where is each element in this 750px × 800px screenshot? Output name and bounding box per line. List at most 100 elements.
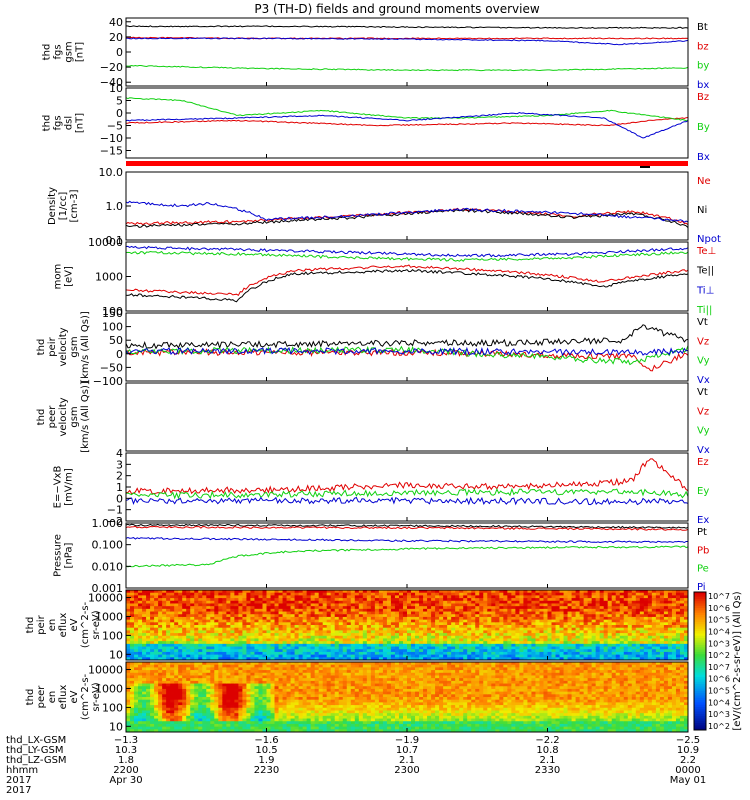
heatmap-cell [503, 638, 508, 642]
heatmap-cell [523, 630, 528, 634]
heatmap-cell [435, 606, 440, 610]
heatmap-cell [370, 598, 376, 602]
heatmap-cell [491, 641, 496, 645]
heatmap-cell [158, 710, 163, 714]
heatmap-cell [258, 702, 263, 706]
heatmap-cell [467, 630, 472, 634]
heatmap-cell [182, 598, 187, 602]
heatmap-cell [258, 667, 263, 671]
heatmap-cell [294, 705, 300, 709]
legend-label: Pe [697, 564, 709, 575]
heatmap-cell [170, 718, 175, 722]
heatmap-cell [138, 625, 143, 629]
heatmap-cell [318, 630, 324, 634]
heatmap-cell [571, 608, 577, 613]
heatmap-cell [407, 638, 412, 642]
heatmap-cell [250, 611, 255, 615]
heatmap-cell [443, 651, 448, 656]
heatmap-cell [511, 651, 516, 656]
heatmap-cell [362, 646, 368, 650]
heatmap-cell [627, 614, 633, 618]
heatmap-cell [523, 638, 528, 642]
heatmap-cell [174, 670, 179, 674]
y-tick-label: −2 [107, 515, 123, 528]
heatmap-cell [451, 630, 456, 634]
heatmap-cell [491, 657, 496, 661]
heatmap-cell [282, 694, 288, 698]
heatmap-cell [671, 595, 677, 599]
heatmap-cell [286, 654, 292, 658]
heatmap-cell [551, 598, 557, 602]
heatmap-cell [218, 633, 223, 637]
heatmap-cell [314, 654, 320, 658]
heatmap-cell [374, 600, 380, 604]
heatmap-cell [306, 595, 312, 599]
heatmap-cell [158, 662, 163, 666]
heatmap-cell [158, 718, 163, 722]
heatmap-cell [390, 600, 396, 604]
heatmap-cell [270, 710, 276, 714]
heatmap-cell [342, 654, 348, 658]
heatmap-cell [467, 633, 472, 637]
heatmap-cell [411, 633, 416, 637]
heatmap-cell [158, 697, 163, 701]
heatmap-cell [194, 683, 199, 687]
heatmap-cell [126, 710, 131, 714]
heatmap-cell [146, 723, 151, 728]
heatmap-cell [411, 649, 416, 653]
heatmap-cell [314, 641, 320, 645]
heatmap-cell [182, 718, 187, 722]
heatmap-cell [591, 646, 597, 650]
heatmap-cell [559, 643, 565, 648]
heatmap-cell [138, 646, 143, 650]
heatmap-cell [286, 643, 292, 648]
y-axis-label: en [47, 619, 58, 632]
heatmap-cell [539, 643, 544, 648]
heatmap-cell [158, 723, 163, 728]
heatmap-cell [154, 710, 159, 714]
heatmap-cell [683, 625, 689, 629]
heatmap-cell [370, 611, 376, 615]
heatmap-cell [130, 630, 135, 634]
heatmap-cell [238, 608, 243, 613]
heatmap-cell [286, 630, 292, 634]
heatmap-cell [619, 627, 625, 631]
heatmap-cell [370, 616, 376, 621]
heatmap-cell [170, 646, 175, 650]
heatmap-cell [226, 713, 231, 717]
heatmap-cell [451, 625, 456, 629]
heatmap-cell [394, 630, 400, 634]
heatmap-cell [306, 600, 312, 604]
heatmap-cell [579, 608, 585, 613]
heatmap-cell [150, 713, 155, 717]
heatmap-cell [126, 729, 131, 733]
heatmap-cell [266, 726, 272, 730]
heatmap-cell [290, 718, 296, 722]
heatmap-cell [342, 598, 348, 602]
heatmap-cell [258, 670, 263, 674]
heatmap-cell [138, 721, 143, 725]
heatmap-cell [234, 649, 239, 653]
heatmap-cell [579, 616, 585, 621]
heatmap-cell [278, 606, 284, 610]
heatmap-cell [599, 598, 605, 602]
heatmap-cell [451, 627, 456, 631]
heatmap-cell [206, 630, 211, 634]
heatmap-cell [218, 686, 223, 690]
heatmap-cell [571, 651, 577, 656]
heatmap-cell [138, 608, 143, 613]
heatmap-cell [595, 651, 601, 656]
heatmap-cell [567, 630, 573, 634]
heatmap-cell [675, 622, 681, 626]
heatmap-cell [531, 606, 536, 610]
heatmap-cell [186, 630, 191, 634]
heatmap-cell [130, 694, 135, 698]
heatmap-cell [314, 592, 320, 596]
heatmap-cell [218, 691, 223, 695]
heatmap-cell [130, 619, 135, 623]
heatmap-cell [190, 633, 195, 637]
heatmap-cell [611, 603, 617, 607]
heatmap-cell [471, 627, 476, 631]
heatmap-cell [154, 611, 159, 615]
heatmap-cell [194, 603, 199, 607]
